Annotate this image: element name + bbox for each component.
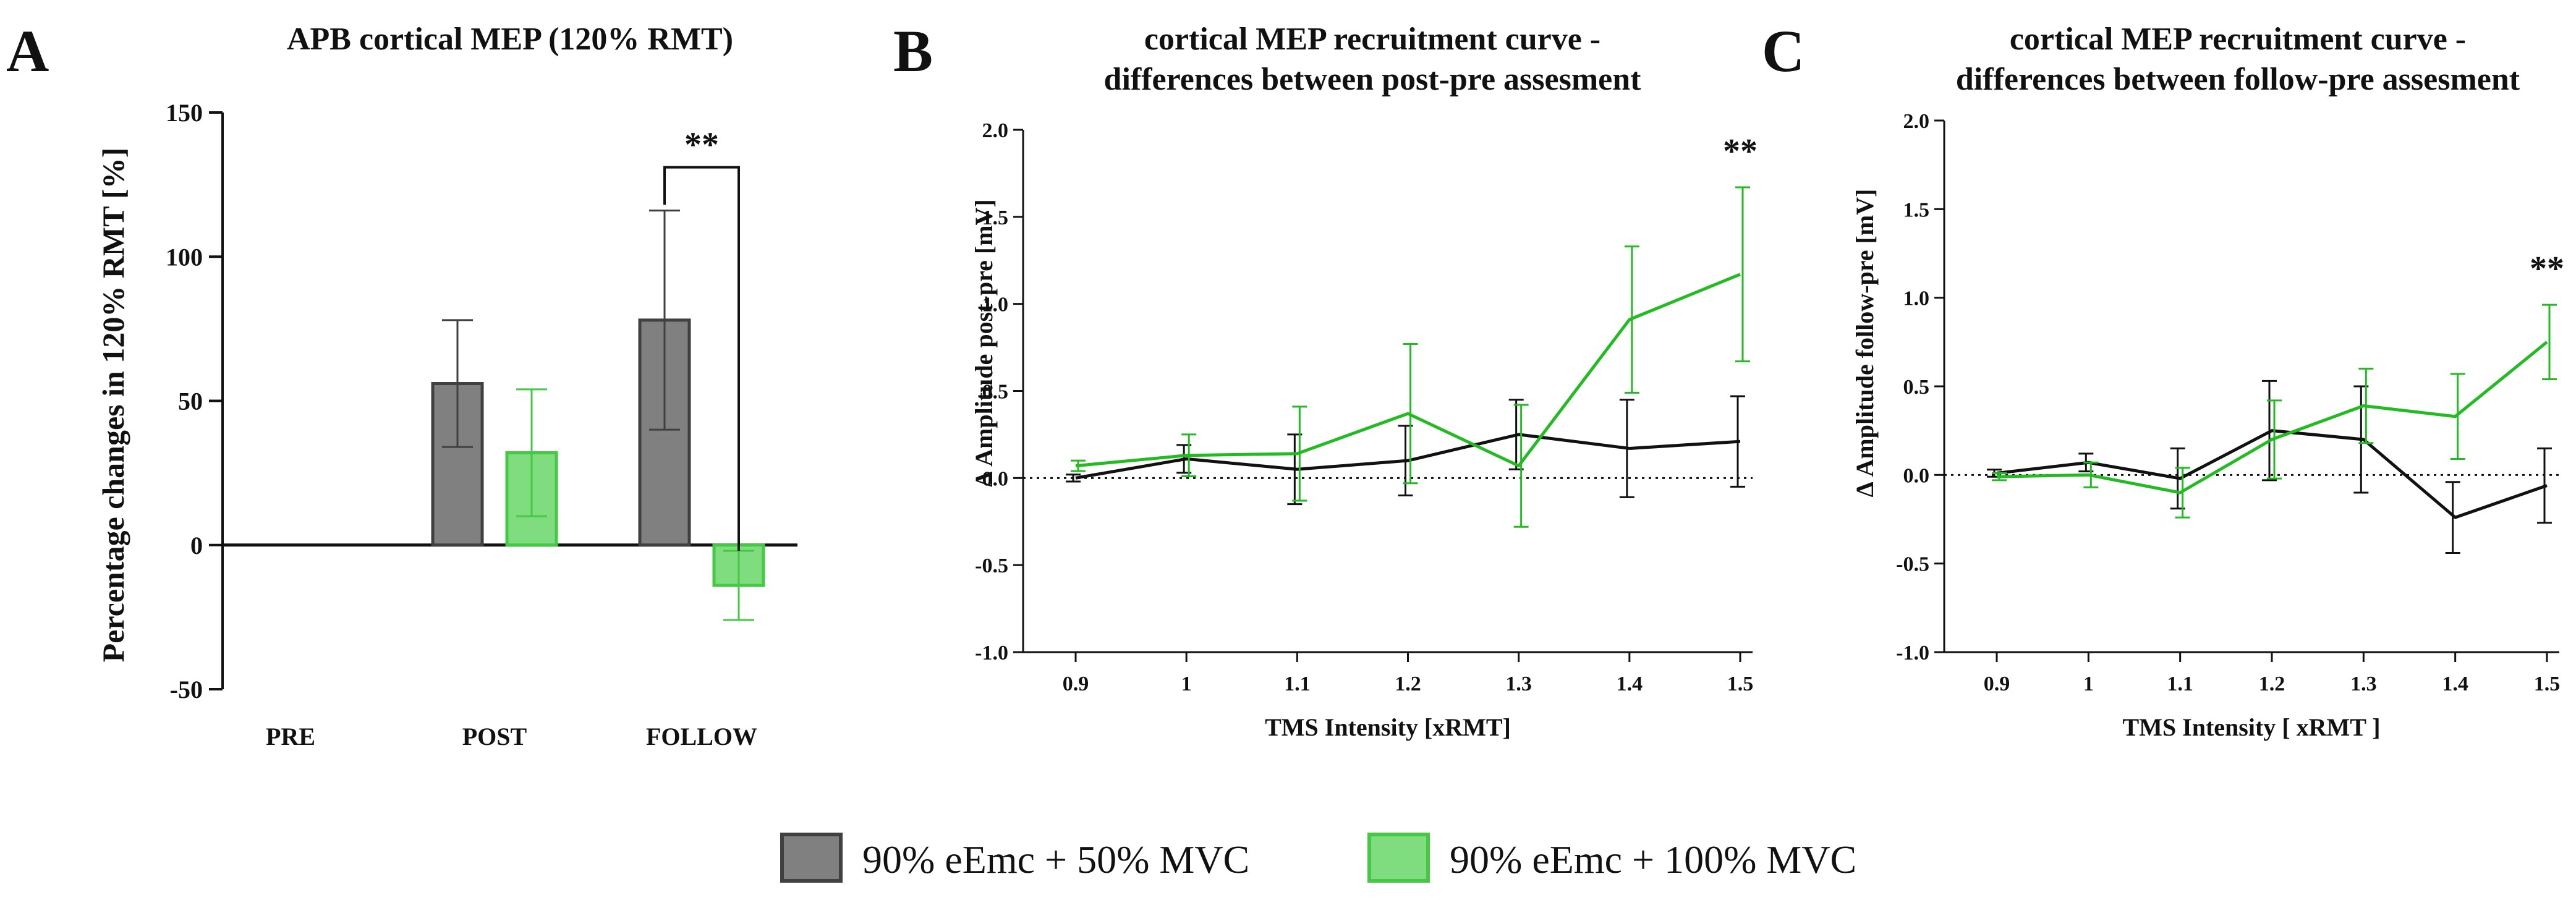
panel-b-xlabel: TMS Intensity [xRMT]: [1265, 713, 1511, 741]
panel-a-title: APB cortical MEP (120% RMT): [287, 22, 733, 57]
panel-a-y-tick-label: 50: [178, 388, 203, 415]
panel-a-y-tick-label: -50: [170, 676, 203, 703]
panel-c-x-tick-label: 1.2: [2259, 673, 2285, 695]
panel-c-x-tick-label: 1.3: [2350, 673, 2377, 695]
panel-c-y-tick-label: 0.5: [1903, 376, 1930, 399]
panel-a-x-tick-label: PRE: [266, 723, 315, 750]
panel-c-y-tick-label: -1.0: [1896, 642, 1929, 664]
panel-c-ylabel: Δ Amplitude follow-pre [mV]: [1851, 189, 1879, 498]
panel-b-y-tick-label: 1.0: [982, 294, 1009, 316]
panel-b-x-tick-label: 1.2: [1395, 673, 1421, 695]
panel-c-y-tick-label: 1.5: [1903, 198, 1930, 221]
panel-c-y-tick-label: 2.0: [1903, 110, 1930, 133]
panel-b-x-tick-label: 1.1: [1284, 673, 1311, 695]
panel-a-y-tick-label: 100: [166, 243, 203, 271]
panel-b: B cortical MEP recruitment curve - diffe…: [893, 18, 1758, 741]
panel-b-x-tick-label: 1.3: [1505, 673, 1532, 695]
legend-swatch-group2: [1367, 833, 1430, 883]
panel-b-ylabel: Δ Amplitude post-pre [mV]: [970, 199, 998, 486]
panel-b-y-tick-label: 2.0: [982, 119, 1009, 142]
panel-c-letter: C: [1762, 18, 1804, 84]
panel-b-y-tick-label: -0.5: [975, 554, 1008, 577]
panel-a-y-tick-label: 150: [166, 99, 203, 127]
panel-a-significance-bracket: [663, 166, 740, 551]
panel-b-series-line: [1075, 273, 1741, 468]
panel-b-title-line1: cortical MEP recruitment curve -: [1144, 22, 1600, 57]
panel-a-x-tick-label: POST: [462, 723, 527, 750]
panel-b-x-tick-label: 1.4: [1617, 673, 1643, 695]
panel-c-series-line: [1996, 341, 2548, 495]
panel-a: A APB cortical MEP (120% RMT) Percentage…: [6, 18, 797, 750]
legend-swatch-group1: [780, 833, 843, 883]
panel-c-x-tick-label: 1: [2083, 673, 2094, 695]
panel-b-x-tick-label: 1: [1181, 673, 1192, 695]
panel-c-y-tick-label: 0.0: [1903, 464, 1930, 487]
panel-c-title-line2: differences between follow-pre assesment: [1956, 62, 2520, 97]
panel-c-x-tick-label: 1.1: [2167, 673, 2193, 695]
panel-b-y-tick-label: 0.5: [982, 381, 1009, 404]
panel-b-series-line: [1075, 433, 1741, 480]
panel-c-y-tick-label: 1.0: [1903, 287, 1930, 310]
panel-c-x-tick-label: 1.4: [2442, 673, 2468, 695]
panel-a-significance-label: **: [684, 126, 719, 164]
panel-b-letter: B: [893, 18, 933, 84]
panel-b-title-line2: differences between post-pre assesment: [1104, 62, 1642, 97]
panel-b-y-tick-label: 0.0: [982, 467, 1009, 490]
panel-b-y-tick-label: -1.0: [975, 642, 1008, 664]
panel-a-letter: A: [6, 18, 49, 84]
legend: 90% eEmc + 50% MVC 90% eEmc + 100% MVC: [780, 833, 1856, 883]
panel-b-y-tick-label: 1.5: [982, 206, 1009, 229]
panel-c-x-tick-label: 0.9: [1984, 673, 2010, 695]
panel-c-plot: 2.0 1.5 1.0 0.5 0.0 -0.5 -1.0 0.9 1 1.1 1.2 1.3 1.4 1…: [1896, 110, 2564, 695]
legend-label-group2: 90% eEmc + 100% MVC: [1450, 838, 1856, 881]
panel-c-significance-label: **: [2530, 250, 2564, 288]
panel-a-y-tick-label: 0: [190, 532, 203, 559]
legend-label-group1: 90% eEmc + 50% MVC: [862, 838, 1249, 881]
panel-a-ylabel: Percentage changes in 120% RMT [%]: [96, 148, 130, 663]
panel-a-plot: 150 100 50 0 -50 PRE POST FOLLOW **: [166, 99, 797, 750]
panel-c: C cortical MEP recruitment curve - diffe…: [1762, 18, 2564, 741]
panel-c-x-tick-label: 1.5: [2534, 673, 2561, 695]
panel-b-x-tick-label: 0.9: [1063, 673, 1089, 695]
panel-a-x-tick-label: FOLLOW: [646, 723, 757, 750]
panel-b-x-tick-label: 1.5: [1727, 673, 1754, 695]
panel-c-xlabel: TMS Intensity [ xRMT ]: [2122, 713, 2380, 741]
panel-b-significance-label: **: [1723, 132, 1758, 171]
panel-c-y-tick-label: -0.5: [1896, 553, 1929, 576]
panel-c-title-line1: cortical MEP recruitment curve -: [2010, 22, 2466, 57]
panel-b-plot: 2.0 1.5 1.0 0.5 0.0 -0.5 -1.0 0.9 1 1.1 1.2 1.3 1.4 1…: [975, 119, 1758, 695]
